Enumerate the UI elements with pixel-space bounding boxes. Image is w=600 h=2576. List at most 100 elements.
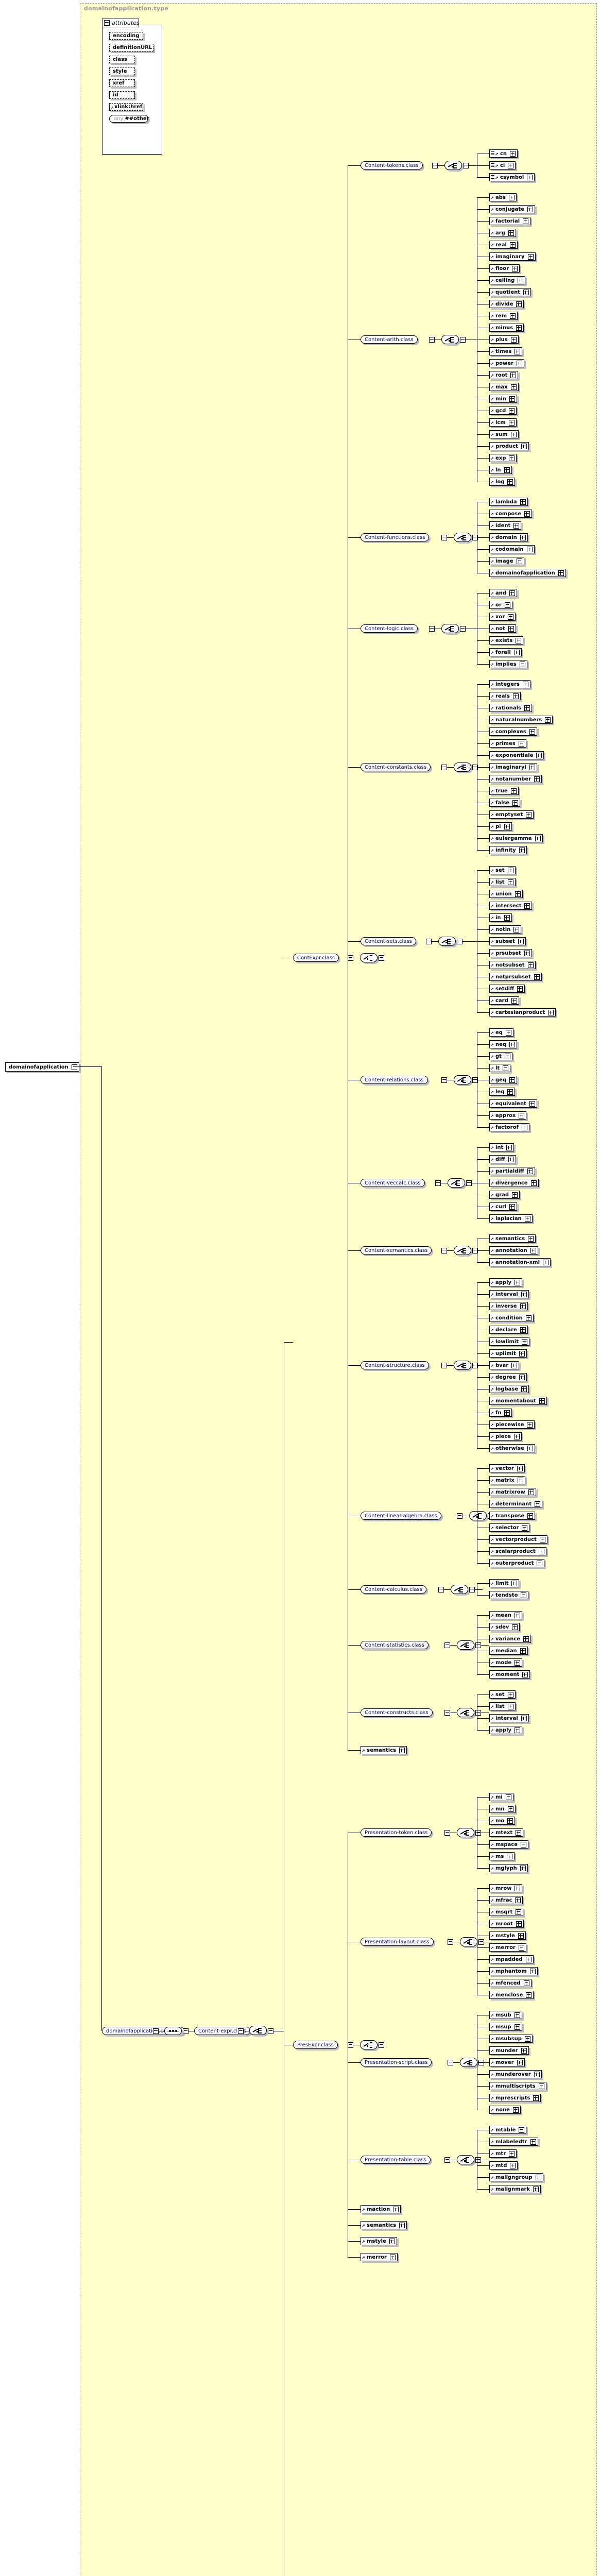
expand-icon[interactable] (514, 1434, 520, 1439)
element-node[interactable]: exp (489, 454, 517, 462)
expand-icon[interactable] (511, 384, 517, 390)
choice-node[interactable] (444, 161, 462, 170)
element-node[interactable]: forall (489, 648, 522, 656)
element-node[interactable]: card (489, 996, 519, 1005)
expand-icon[interactable] (528, 1489, 534, 1495)
element-node[interactable]: domain (489, 533, 528, 541)
element-node[interactable]: ci (489, 161, 516, 170)
expand-icon[interactable] (510, 242, 516, 248)
expand-icon[interactable] (511, 432, 517, 437)
expand-icon[interactable] (509, 2151, 515, 2157)
element-node[interactable]: interval (489, 1714, 529, 1722)
expand-icon[interactable] (534, 776, 540, 782)
expand-icon[interactable] (518, 1933, 524, 1939)
expand-icon[interactable] (519, 1351, 525, 1357)
element-node[interactable]: cartesianproduct (489, 1008, 556, 1016)
element-node[interactable]: power (489, 359, 524, 367)
choice-node[interactable] (441, 624, 459, 633)
expand-icon[interactable] (529, 1101, 535, 1107)
expand-icon[interactable] (527, 1513, 533, 1519)
expand-icon[interactable] (517, 361, 522, 366)
element-node[interactable]: mstyle (489, 1931, 526, 1940)
element-node[interactable]: momentabout (489, 1397, 547, 1405)
element-node[interactable]: leq (489, 1088, 515, 1096)
element-node[interactable]: eq (489, 1028, 513, 1037)
element-node[interactable]: malignmark (489, 2185, 541, 2193)
element-node[interactable]: otherwise (489, 1444, 535, 1452)
element-node[interactable]: divide (489, 300, 524, 308)
choice-node[interactable] (360, 2040, 378, 2049)
element-node[interactable]: intersect (489, 902, 532, 910)
element-node[interactable]: mi (489, 1793, 513, 1801)
expand-icon[interactable] (509, 408, 515, 414)
expand-icon[interactable] (508, 614, 513, 620)
expand-icon[interactable] (529, 765, 535, 770)
attribute-id[interactable]: id (109, 91, 135, 99)
element-node[interactable]: cn (489, 149, 518, 158)
expand-icon[interactable] (505, 1054, 510, 1059)
expand-icon[interactable] (518, 1478, 523, 1483)
element-node[interactable]: set (489, 1690, 516, 1699)
element-node[interactable]: list (489, 878, 516, 886)
element-node[interactable]: domainofapplication (489, 569, 566, 577)
branch-group-node[interactable]: PresExpr.class (293, 2041, 338, 2049)
element-node[interactable]: gt (489, 1052, 512, 1060)
expand-icon[interactable] (507, 1818, 513, 1824)
element-node[interactable]: true (489, 787, 519, 795)
element-node[interactable]: factorof (489, 1123, 529, 1131)
element-node[interactable]: notanumber (489, 775, 542, 783)
expand-icon[interactable] (527, 1168, 533, 1174)
element-node[interactable]: tendsto (489, 1591, 528, 1599)
expand-icon[interactable] (515, 349, 520, 354)
choice-node[interactable] (460, 2058, 477, 2067)
element-node[interactable]: compose (489, 510, 532, 518)
collapse-icon[interactable] (72, 1064, 77, 1070)
expand-icon[interactable] (533, 2187, 539, 2192)
element-node[interactable]: image (489, 557, 524, 565)
expand-icon[interactable] (507, 1089, 513, 1095)
element-node[interactable]: and (489, 589, 517, 597)
expand-icon[interactable] (515, 2012, 520, 2018)
expand-icon[interactable] (515, 891, 521, 897)
element-node[interactable]: neq (489, 1040, 517, 1048)
expand-icon[interactable] (507, 1854, 512, 1859)
element-node[interactable]: notin (489, 925, 521, 934)
expand-icon[interactable] (526, 1957, 532, 1962)
expand-icon[interactable] (511, 1581, 517, 1586)
expand-icon[interactable] (522, 1672, 528, 1677)
class-group-node[interactable]: Presentation-script.class (361, 2058, 432, 2066)
element-node[interactable]: not (489, 624, 516, 633)
element-node[interactable]: floor (489, 264, 520, 273)
expand-icon[interactable] (540, 1537, 545, 1543)
expand-icon[interactable] (527, 1446, 533, 1451)
expand-icon[interactable] (517, 2060, 523, 2065)
element-node[interactable]: approx (489, 1111, 526, 1120)
element-node[interactable]: mtd (489, 2161, 518, 2170)
element-node[interactable]: emptyset (489, 810, 534, 819)
expand-icon[interactable] (521, 1386, 527, 1392)
element-node[interactable]: scalarproduct (489, 1547, 546, 1555)
expand-icon[interactable] (521, 1592, 526, 1598)
element-node[interactable]: lambda (489, 498, 528, 506)
expand-icon[interactable] (526, 1315, 532, 1321)
choice-node[interactable] (438, 937, 456, 946)
expand-icon[interactable] (393, 2207, 399, 2212)
element-node[interactable]: degree (489, 1373, 527, 1381)
element-node[interactable]: annotation (489, 1246, 538, 1255)
expand-icon[interactable] (528, 1236, 534, 1242)
element-node[interactable]: factorial (489, 217, 530, 225)
attribute-xlink-href[interactable]: ↗ xlink:href (109, 103, 143, 111)
element-node[interactable]: matrixrow (489, 1488, 536, 1496)
expand-icon[interactable] (515, 1886, 520, 1891)
expand-icon[interactable] (511, 788, 517, 794)
element-node[interactable]: annotation-xml (489, 1258, 551, 1266)
expand-icon[interactable] (509, 420, 515, 426)
element-node[interactable]: or (489, 601, 512, 609)
choice-node[interactable] (249, 2026, 267, 2035)
expand-icon[interactable] (504, 1410, 510, 1416)
expand-icon[interactable] (508, 626, 514, 632)
element-node[interactable]: limit (489, 1579, 519, 1587)
element-node[interactable]: ms (489, 1852, 515, 1860)
expand-icon[interactable] (524, 1980, 529, 1986)
element-node[interactable]: variance (489, 1635, 531, 1643)
